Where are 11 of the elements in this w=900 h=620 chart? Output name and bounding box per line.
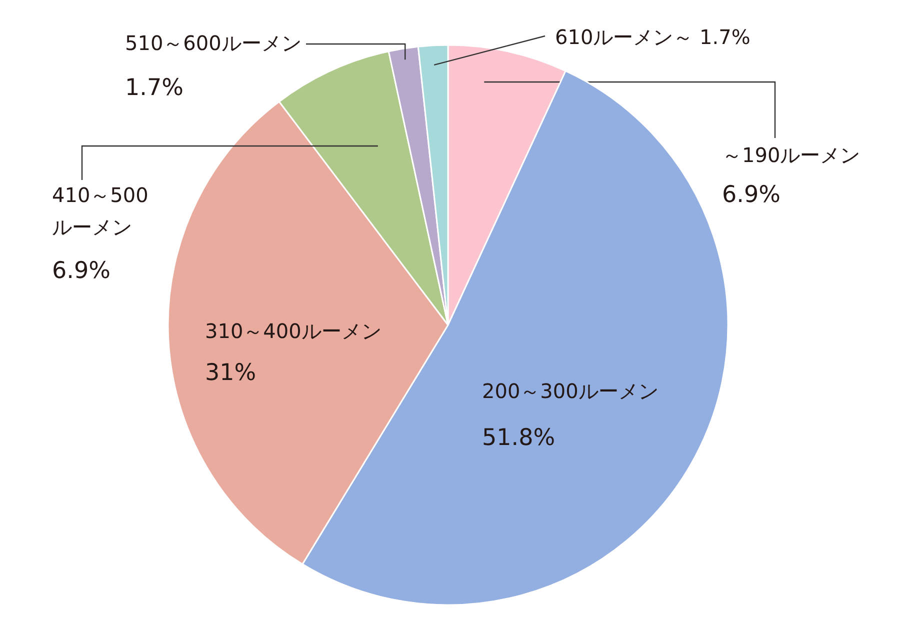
data-label: 1.7% <box>125 75 184 101</box>
slice-label: 510～600ルーメン <box>125 31 302 55</box>
data-label: 6.9% <box>722 182 780 208</box>
data-label: 6.9% <box>52 258 110 284</box>
slice-label: 200～300ルーメン <box>482 379 658 403</box>
slice-label: ～190ルーメン <box>722 143 860 167</box>
data-label: 31% <box>205 360 256 386</box>
data-label: 51.8% <box>482 425 556 451</box>
slice-label: 410～500ルーメン <box>52 183 148 239</box>
slice-label: 310～400ルーメン <box>205 319 382 343</box>
slice-label: 610ルーメン～ 1.7% <box>555 25 750 49</box>
